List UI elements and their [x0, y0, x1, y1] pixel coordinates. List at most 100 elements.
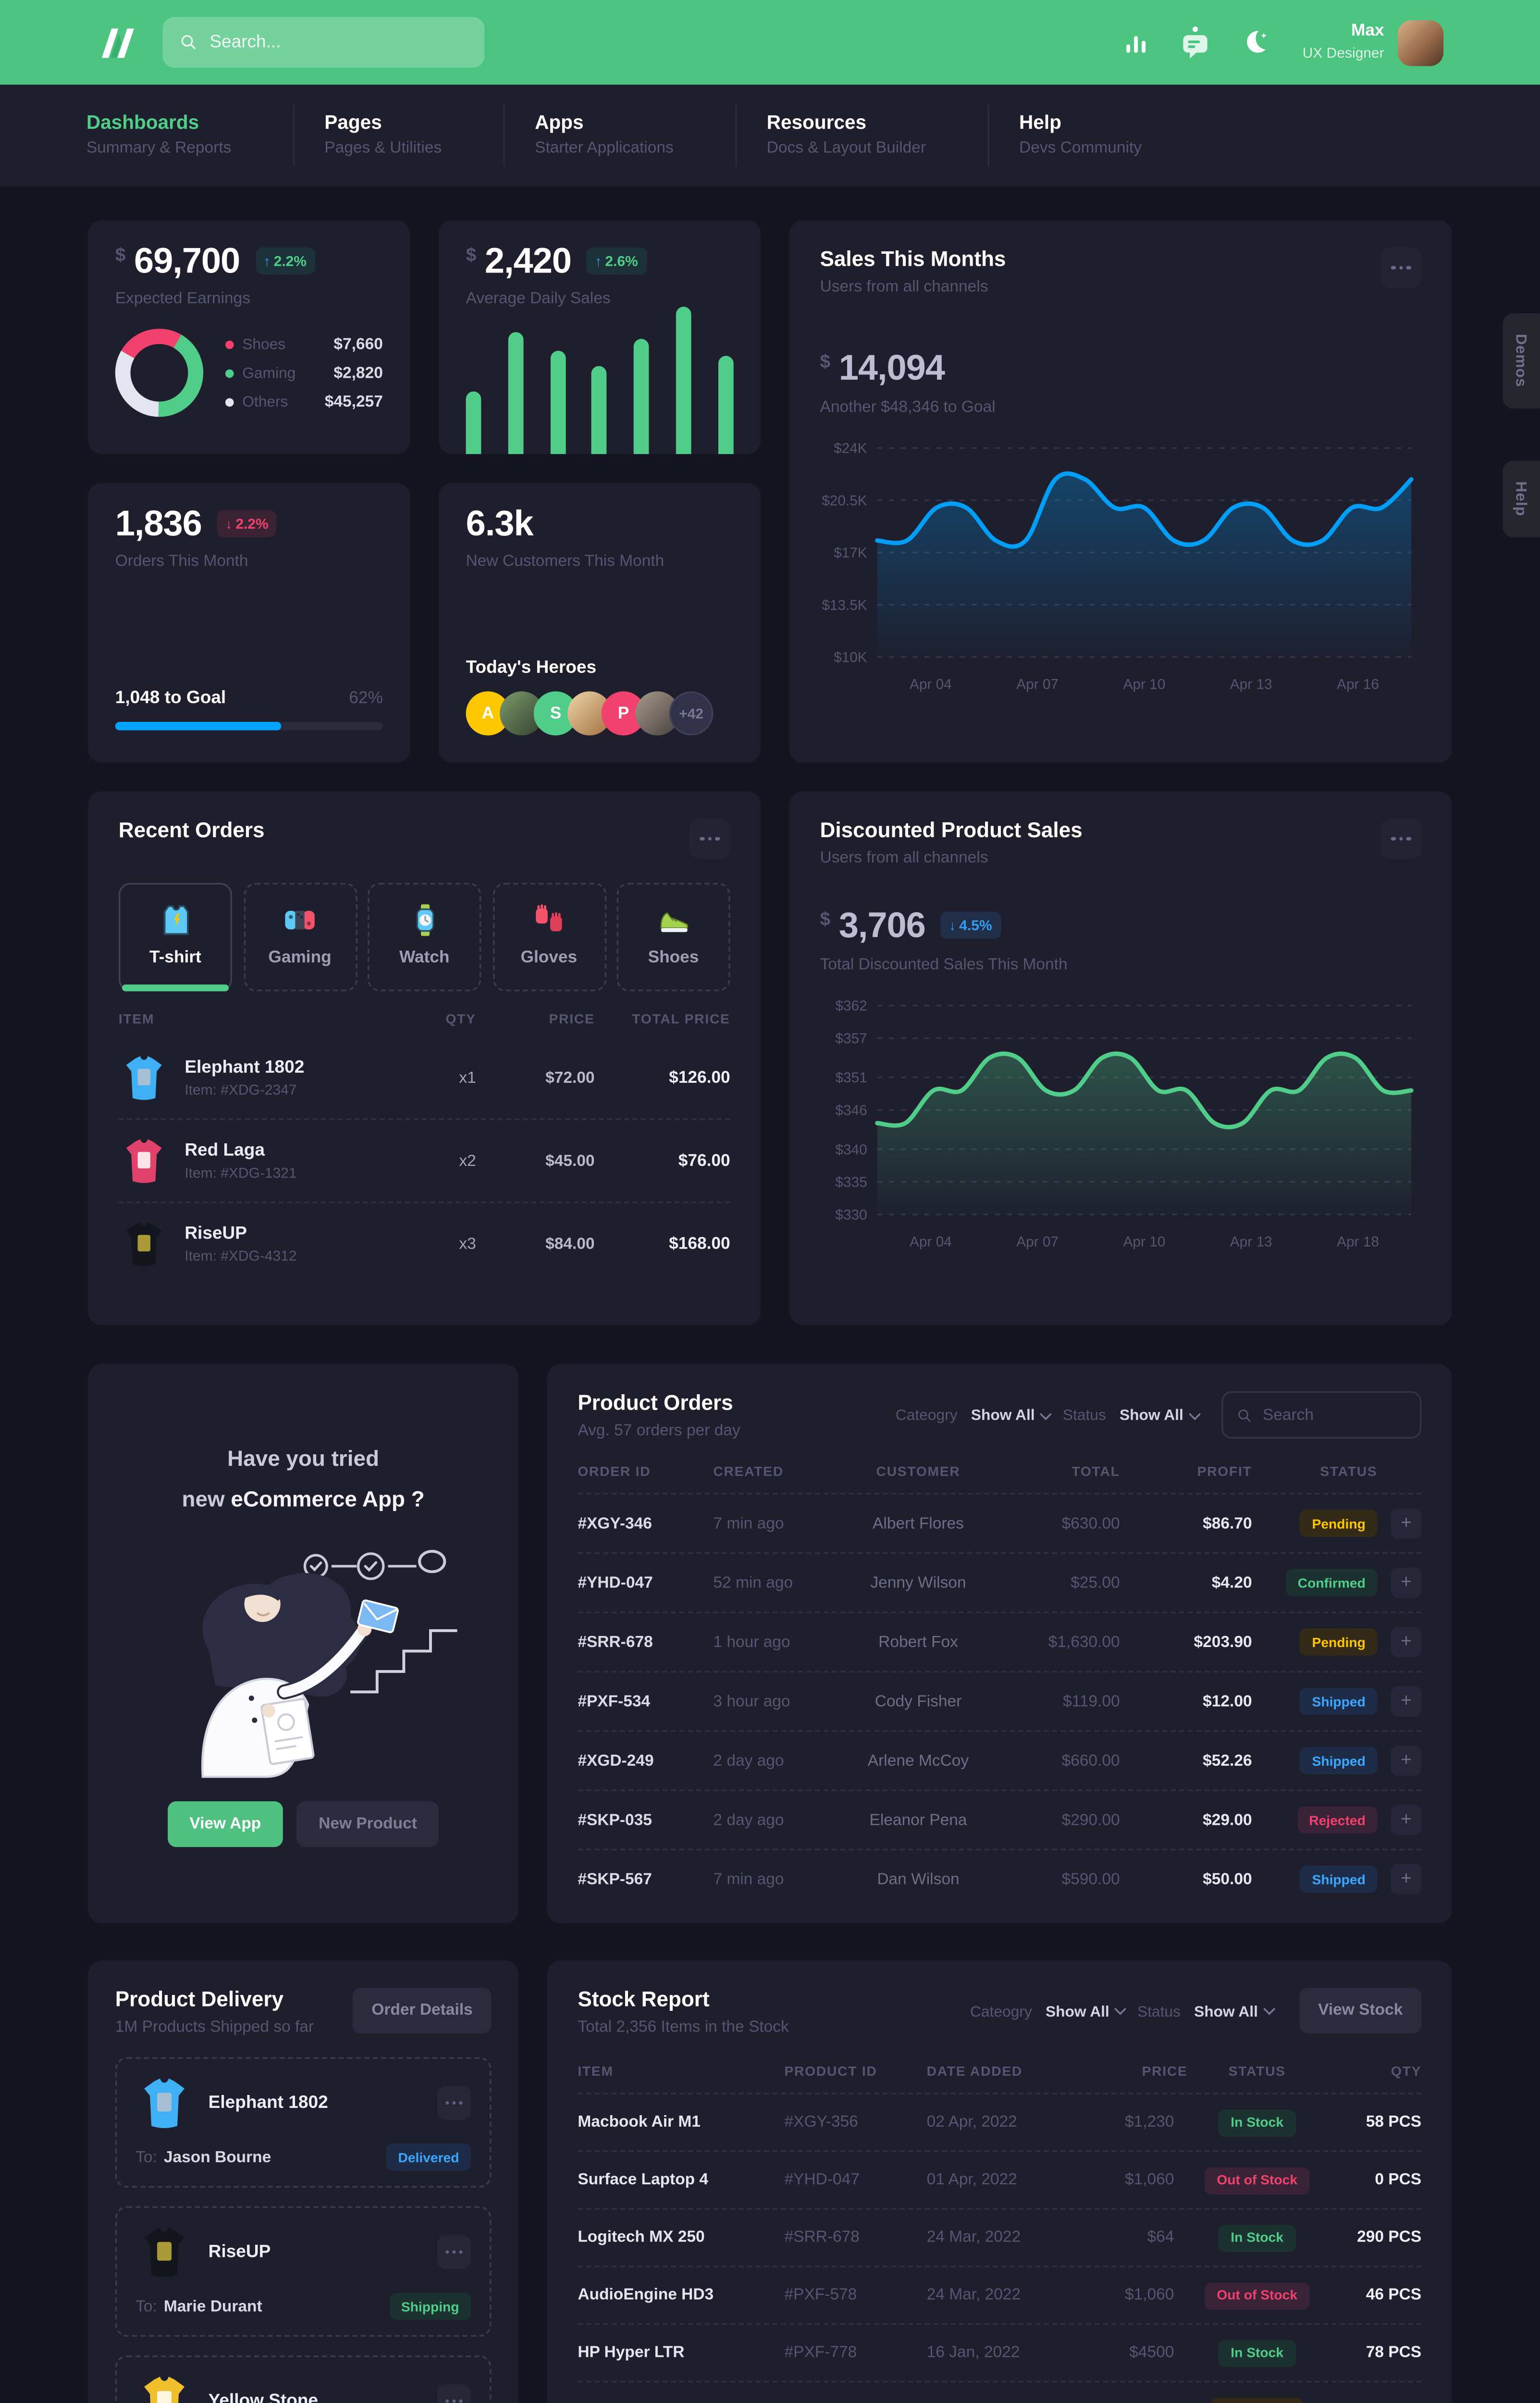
order-details-button[interactable]: Order Details: [353, 1987, 492, 2034]
status-filter-select[interactable]: Show All: [1120, 1406, 1200, 1424]
svg-text:$17K: $17K: [834, 545, 867, 561]
expand-row-button[interactable]: +: [1391, 1745, 1422, 1776]
svg-text:$10K: $10K: [834, 650, 867, 666]
sales-bar: [466, 392, 481, 454]
nav-item-dashboards[interactable]: Dashboards Summary & Reports: [86, 113, 232, 158]
card-title: Product Delivery: [115, 1987, 284, 2012]
avatar[interactable]: [1397, 19, 1444, 65]
card-menu-button[interactable]: [690, 818, 730, 859]
status-filter-select[interactable]: Show All: [1194, 2002, 1274, 2019]
arrow-down-icon: ↓: [949, 917, 956, 933]
expand-row-button[interactable]: +: [1391, 1626, 1422, 1658]
tab-watch[interactable]: Watch: [368, 882, 481, 991]
expand-row-button[interactable]: +: [1391, 1805, 1422, 1835]
svg-text:$13.5K: $13.5K: [822, 597, 867, 613]
nav-item-resources[interactable]: Resources Docs & Layout Builder: [766, 113, 926, 158]
card-menu-button[interactable]: [1380, 818, 1422, 859]
legend-row: Gaming $2,820: [225, 363, 383, 382]
item-menu-button[interactable]: [437, 2086, 471, 2120]
tab-shoes[interactable]: Shoes: [616, 882, 730, 991]
sales-bar: [592, 367, 607, 454]
status-filter-label: Status: [1062, 1406, 1106, 1424]
delivery-status-badge: Delivered: [386, 2143, 471, 2171]
card-title: Recent Orders: [118, 818, 265, 842]
orders-value: 1,836: [115, 505, 202, 544]
recent-order-row[interactable]: RiseUP Item: #XDG-4312 x3 $84.00 $168.00: [118, 1201, 730, 1285]
item-menu-button[interactable]: [437, 2384, 471, 2403]
card-title: Discounted Product Sales: [820, 818, 1083, 842]
goal-progress-bar: [115, 722, 383, 731]
stats-icon[interactable]: [1120, 24, 1154, 61]
promo-orders-row: Have you tried new eCommerce App ?: [88, 1364, 1452, 1923]
product-image: [126, 1056, 162, 1100]
delivery-status-badge: Shipping: [389, 2292, 471, 2320]
main-content: $ 69,700 ↑ 2.2% Expected Earnings Shoes $7…: [0, 186, 1540, 2403]
card-title: Product Orders: [578, 1391, 733, 1415]
header-search[interactable]: [162, 17, 485, 68]
stock-status-badge: Low Stock: [1211, 2397, 1303, 2403]
stock-row: Surface Laptop 4 #YHD-047 01 Apr, 2022 $1,0…: [578, 2150, 1422, 2208]
nav-item-help[interactable]: Help Devs Community: [1019, 113, 1142, 158]
card-menu-button[interactable]: [1380, 247, 1422, 288]
sales-this-months-card: Sales This Months Users from all channel…: [789, 220, 1452, 763]
demos-side-tab[interactable]: Demos: [1503, 313, 1540, 408]
user-menu[interactable]: Max UX Designer: [1303, 19, 1444, 65]
recent-order-row[interactable]: Red Laga Item: #XDG-1321 x2 $45.00 $76.00: [118, 1118, 730, 1202]
status-badge: Shipped: [1300, 1865, 1378, 1893]
product-image: [144, 2377, 185, 2403]
orders-search-input[interactable]: [1262, 1405, 1406, 1424]
stock-status-badge: Out of Stock: [1205, 2281, 1309, 2309]
view-app-button[interactable]: View App: [167, 1801, 283, 1847]
recent-order-row[interactable]: Elephant 1802 Item: #XDG-2347 x1 $72.00 $12…: [119, 1037, 730, 1118]
stock-row: Macbook Air M1 #XGY-356 02 Apr, 2022 $1,230…: [578, 2093, 1422, 2150]
earnings-value: 69,700: [134, 242, 240, 282]
tab-gloves[interactable]: Gloves: [492, 882, 606, 991]
help-side-tab[interactable]: Help: [1503, 461, 1540, 537]
expected-earnings-card: $ 69,700 ↑ 2.2% Expected Earnings Shoes $7…: [88, 220, 410, 454]
card-subtitle: Avg. 57 orders per day: [578, 1422, 740, 1440]
search-icon: [181, 35, 196, 50]
stock-row: AudioEngine HD3 #PXF-578 24 Mar, 2022 $1,06…: [578, 2266, 1422, 2323]
hero-avatar-more[interactable]: +42: [669, 691, 714, 736]
delta-badge: ↑ 2.2%: [255, 247, 315, 275]
goal-percent: 62%: [349, 690, 383, 708]
item-menu-button[interactable]: [437, 2235, 471, 2269]
nav-item-apps[interactable]: Apps Starter Applications: [535, 113, 674, 158]
expand-row-button[interactable]: +: [1391, 1567, 1422, 1598]
card-label: New Customers This Month: [466, 552, 665, 571]
category-filter-label: Cateogry: [970, 2002, 1032, 2019]
earnings-donut-chart: [115, 329, 204, 417]
legend-row: Shoes $7,660: [225, 335, 383, 353]
moon-icon[interactable]: [1238, 24, 1272, 61]
expand-row-button[interactable]: +: [1391, 1686, 1422, 1717]
top-header: Max UX Designer: [0, 0, 1540, 85]
goal-label: 1,048 to Goal: [115, 688, 226, 708]
category-filter-select[interactable]: Show All: [1046, 2002, 1126, 2019]
stock-status-badge: In Stock: [1219, 2339, 1295, 2366]
stock-row: HP Hyper LTR #PXF-778 16 Jan, 2022 $4500 In …: [578, 2323, 1422, 2381]
new-product-button[interactable]: New Product: [296, 1801, 439, 1847]
sales-bar: [676, 306, 692, 454]
category-filter-select[interactable]: Show All: [971, 1406, 1051, 1424]
product-order-row: #XGY-346 7 min ago Albert Flores $630.00 $86…: [578, 1493, 1422, 1552]
orders-search[interactable]: [1221, 1391, 1422, 1439]
expand-row-button[interactable]: +: [1391, 1864, 1422, 1895]
discounted-note: Total Discounted Sales This Month: [820, 955, 1068, 975]
watch-icon: [415, 904, 433, 936]
tab-t-shirt[interactable]: T-shirt: [118, 882, 233, 991]
header-search-input[interactable]: [209, 32, 468, 53]
discounted-line-chart: $362 $357 $351 $346 $340 $335 $330 Apr 04 Apr 07…: [835, 998, 1414, 1250]
chat-icon[interactable]: [1179, 24, 1213, 61]
app-logo[interactable]: [97, 21, 139, 63]
stock-row: Logitech MX 250 #SRR-678 24 Mar, 2022 $64 In…: [578, 2208, 1422, 2266]
sales-line-chart: $24K $20.5K $17K $13.5K $10K Apr 04 Apr 07 Apr …: [822, 441, 1414, 693]
sales-bar: [508, 332, 523, 454]
legend-dot: [225, 340, 234, 348]
product-image: [126, 1139, 162, 1183]
status-badge: Confirmed: [1286, 1569, 1378, 1597]
tab-gaming[interactable]: Gaming: [243, 882, 357, 991]
nav-item-pages[interactable]: Pages Pages & Utilities: [324, 113, 442, 158]
expand-row-button[interactable]: +: [1391, 1508, 1422, 1539]
view-stock-button[interactable]: View Stock: [1299, 1987, 1422, 2034]
